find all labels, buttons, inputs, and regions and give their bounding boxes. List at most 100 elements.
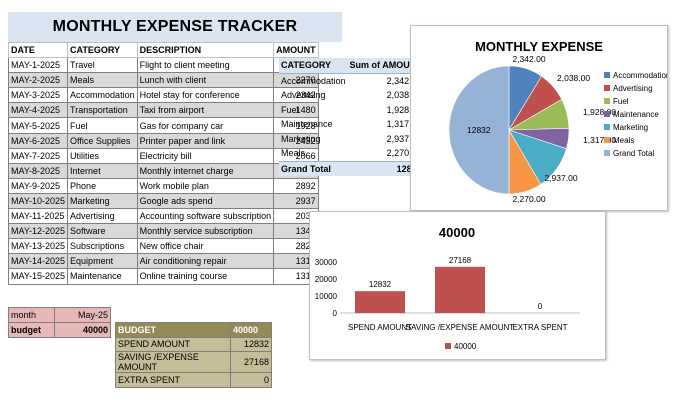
cell-description[interactable]: Accounting software subscription bbox=[136, 208, 275, 225]
cell-date[interactable]: MAY-9-2025 bbox=[7, 177, 69, 194]
cell-date[interactable]: MAY-10-2025 bbox=[7, 192, 69, 210]
pivot-cell-sum[interactable]: 2,937.00 bbox=[386, 133, 422, 144]
legend-item[interactable]: 40000 bbox=[454, 342, 477, 351]
cell-amount[interactable]: 1480 bbox=[273, 102, 319, 119]
cell-category[interactable]: Subscriptions bbox=[67, 238, 138, 255]
cell-amount[interactable]: 2937 bbox=[273, 192, 319, 210]
cell-category[interactable]: Equipment bbox=[67, 253, 138, 270]
cell-description[interactable]: Google ads spend bbox=[136, 192, 275, 210]
budget-value[interactable]: 40000 bbox=[54, 322, 111, 338]
pivot-cell-sum[interactable]: 2,270.00 bbox=[386, 148, 422, 159]
cell-amount[interactable]: 2432 bbox=[273, 132, 319, 149]
cell-date[interactable]: MAY-15-2025 bbox=[7, 268, 69, 285]
bar-data-label: 27168 bbox=[449, 256, 472, 265]
cell-date[interactable]: MAY-13-2025 bbox=[7, 238, 69, 255]
cell-category[interactable]: Maintenance bbox=[67, 268, 138, 285]
budget-label[interactable]: budget bbox=[8, 322, 55, 338]
legend-swatch bbox=[604, 111, 610, 117]
cell-category[interactable]: Fuel bbox=[67, 117, 138, 134]
header-description[interactable]: DESCRIPTION bbox=[136, 41, 275, 59]
table-row: MAY-5-2025 Fuel Gas for company car 1928 bbox=[7, 117, 319, 134]
month-label[interactable]: month bbox=[8, 307, 55, 323]
budget-row-value[interactable]: 12832 bbox=[230, 336, 272, 352]
pivot-cell-category[interactable]: Maintenance bbox=[281, 119, 333, 130]
legend-item[interactable]: Advertising bbox=[613, 84, 653, 93]
cell-category[interactable]: Software bbox=[67, 223, 138, 240]
pie-slice-grand-total[interactable] bbox=[448, 65, 510, 195]
cell-category[interactable]: Internet bbox=[67, 162, 138, 179]
cell-category[interactable]: Utilities bbox=[67, 147, 138, 164]
bar-chart: 40000 0 10000 20000 30000 12832 SPEND AMOUNT 2… bbox=[315, 225, 580, 351]
cell-description[interactable]: Monthly internet charge bbox=[136, 162, 275, 179]
cell-description[interactable]: Lunch with client bbox=[136, 72, 275, 89]
pivot-cell-category[interactable]: Advertising bbox=[281, 90, 326, 101]
cell-date[interactable]: MAY-12-2025 bbox=[7, 223, 69, 240]
cell-amount[interactable]: 2270 bbox=[273, 72, 319, 89]
cell-category[interactable]: Phone bbox=[67, 177, 138, 194]
pivot-cell-sum[interactable]: 2,342.00 bbox=[386, 75, 422, 86]
legend-item[interactable]: Grand Total bbox=[613, 149, 654, 158]
header-date[interactable]: DATE bbox=[7, 41, 69, 59]
budget-row-label[interactable]: EXTRA SPENT bbox=[115, 372, 231, 388]
budget-row-label[interactable]: SAVING /EXPENSE AMOUNT bbox=[115, 351, 231, 373]
header-amount[interactable]: AMOUNT bbox=[273, 41, 319, 59]
grand-total-value[interactable]: 12832 bbox=[347, 160, 424, 176]
cell-date[interactable]: MAY-1-2025 bbox=[7, 57, 69, 74]
pie-chart-panel[interactable]: MONTHLY EXPENSE 2,342.00 2,038.00 1,928.00… bbox=[410, 25, 670, 211]
budget-header-value[interactable]: 40000 bbox=[230, 322, 272, 338]
cell-description[interactable]: Online training course bbox=[136, 268, 275, 285]
legend-item[interactable]: Marketing bbox=[613, 123, 648, 132]
cell-category[interactable]: Meals bbox=[67, 72, 138, 89]
cell-category[interactable]: Advertising bbox=[67, 208, 138, 225]
pivot-cell-category[interactable]: Meals bbox=[281, 148, 306, 159]
cell-date[interactable]: MAY-5-2025 bbox=[7, 117, 69, 134]
cell-description[interactable]: Monthly service subscription bbox=[136, 223, 275, 240]
cell-date[interactable]: MAY-4-2025 bbox=[7, 102, 69, 119]
pivot-header-sum[interactable]: Sum of AMOUNT bbox=[347, 58, 424, 74]
cell-category[interactable]: Transportation bbox=[67, 102, 138, 119]
legend-item[interactable]: Accommodation bbox=[613, 71, 670, 80]
cell-description[interactable]: Air conditioning repair bbox=[136, 253, 275, 270]
cell-description[interactable]: Flight to client meeting bbox=[136, 57, 275, 74]
cell-date[interactable]: MAY-2-2025 bbox=[7, 72, 69, 89]
pivot-cell-category[interactable]: Accommodation bbox=[281, 75, 346, 86]
cell-date[interactable]: MAY-3-2025 bbox=[7, 87, 69, 104]
pivot-table: CATEGORY Sum of AMOUNT Accommodation 2,34… bbox=[279, 58, 424, 176]
cell-category[interactable]: Marketing bbox=[67, 192, 138, 210]
legend-item[interactable]: Maintenance bbox=[613, 110, 659, 119]
bar[interactable] bbox=[435, 266, 485, 313]
cell-description[interactable]: Taxi from airport bbox=[136, 102, 275, 119]
pivot-cell-category[interactable]: Fuel bbox=[281, 104, 299, 115]
cell-category[interactable]: Accommodation bbox=[67, 87, 138, 104]
pivot-cell-category[interactable]: Marketing bbox=[281, 133, 321, 144]
cell-amount[interactable]: 2892 bbox=[273, 177, 319, 194]
budget-row-value[interactable]: 27168 bbox=[230, 351, 272, 373]
cell-date[interactable]: MAY-8-2025 bbox=[7, 162, 69, 179]
bar[interactable] bbox=[355, 291, 405, 313]
pivot-header-category[interactable]: CATEGORY bbox=[279, 58, 348, 74]
cell-category[interactable]: Office Supplies bbox=[67, 132, 138, 149]
cell-description[interactable]: Hotel stay for conference bbox=[136, 87, 275, 104]
budget-row-label[interactable]: SPEND AMOUNT bbox=[115, 336, 231, 352]
header-category[interactable]: CATEGORY bbox=[67, 41, 138, 59]
cell-date[interactable]: MAY-6-2025 bbox=[7, 132, 69, 149]
pivot-cell-sum[interactable]: 1,317.00 bbox=[386, 119, 422, 130]
cell-date[interactable]: MAY-11-2025 bbox=[7, 208, 69, 225]
bar-chart-panel[interactable]: 40000 0 10000 20000 30000 12832 SPEND AMOUNT 2… bbox=[309, 211, 606, 360]
legend-item[interactable]: Fuel bbox=[613, 97, 629, 106]
grand-total-label[interactable]: Grand Total bbox=[279, 160, 348, 176]
legend-item[interactable]: Meals bbox=[613, 136, 634, 145]
cell-description[interactable]: Electricity bill bbox=[136, 147, 275, 164]
cell-description[interactable]: Printer paper and link bbox=[136, 132, 275, 149]
cell-date[interactable]: MAY-7-2025 bbox=[7, 147, 69, 164]
month-value[interactable]: May-25 bbox=[54, 307, 111, 323]
cell-description[interactable]: New office chair bbox=[136, 238, 275, 255]
budget-row-value[interactable]: 0 bbox=[230, 372, 272, 388]
pivot-cell-sum[interactable]: 1,928.00 bbox=[386, 104, 422, 115]
cell-description[interactable]: Work mobile plan bbox=[136, 177, 275, 194]
cell-date[interactable]: MAY-14-2025 bbox=[7, 253, 69, 270]
cell-category[interactable]: Travel bbox=[67, 57, 138, 74]
cell-description[interactable]: Gas for company car bbox=[136, 117, 275, 134]
pivot-cell-sum[interactable]: 2,038.00 bbox=[386, 90, 422, 101]
budget-header-label[interactable]: BUDGET bbox=[115, 322, 231, 338]
